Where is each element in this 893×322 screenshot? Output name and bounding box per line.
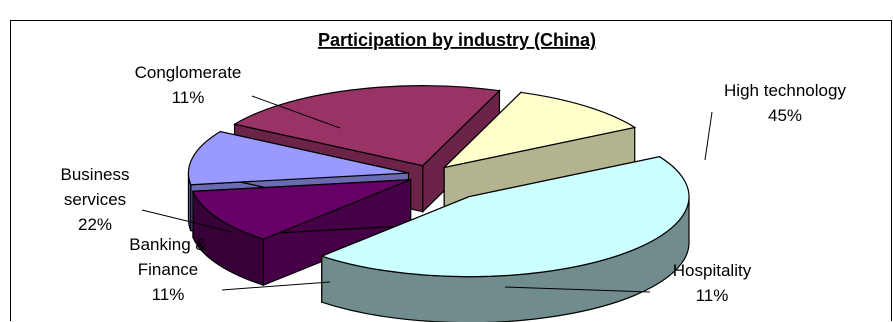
slice-label-line: 45% [768, 106, 802, 125]
chart-title: Participation by industry (China) [318, 30, 596, 50]
pie-slice [192, 178, 412, 287]
slice-label: Business services 22% [61, 165, 130, 234]
pie-slice-top [192, 179, 411, 240]
leader-line [251, 95, 341, 129]
pie-slice-top [187, 130, 409, 186]
leader-line [704, 111, 713, 161]
leader-line [221, 281, 331, 291]
slice-label-line: Finance [138, 260, 198, 279]
slice-label-line: Conglomerate [135, 63, 242, 82]
pie-slice-top [232, 85, 501, 167]
leader-line [141, 209, 233, 233]
slice-label-line: Business [61, 165, 130, 184]
slice-label: Hospitality 11% [673, 261, 752, 305]
slice-label-line: High technology [724, 81, 846, 100]
slices-layer [187, 85, 690, 322]
slice-label-line: 22% [78, 215, 112, 234]
slice-label-line: Hospitality [673, 261, 752, 280]
pie-slice-top [442, 91, 637, 169]
pie-slice-top [320, 156, 690, 278]
slice-label: Conglomerate 11% [135, 63, 242, 107]
slice-label: Banking & Finance 11% [129, 235, 207, 304]
slice-labels: High technology 45%Hospitality 11%Banking … [61, 63, 847, 305]
slice-label-line: 11% [172, 88, 205, 107]
slice-label-line: Banking & [129, 235, 207, 254]
slice-label-line: services [64, 190, 126, 209]
leader-lines [141, 95, 713, 293]
slice-label: High technology 45% [724, 81, 846, 125]
slice-label-line: 11% [152, 285, 185, 304]
leader-line [504, 286, 651, 293]
slice-label-line: 11% [696, 286, 729, 305]
